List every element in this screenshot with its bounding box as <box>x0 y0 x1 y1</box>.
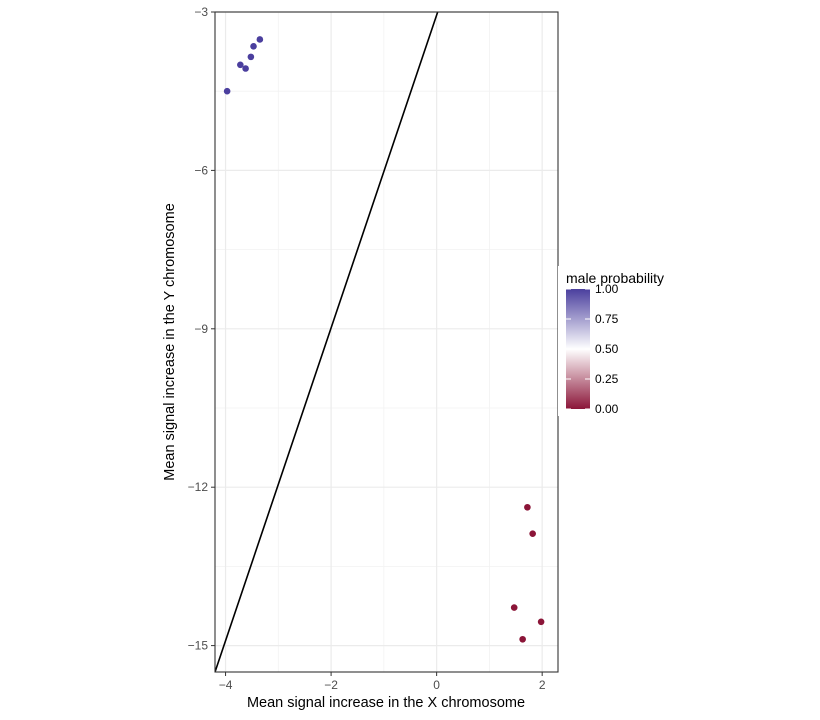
data-point-5 <box>223 87 231 95</box>
x-axis: −4 −2 0 2 <box>219 672 546 692</box>
data-point-9 <box>537 618 545 626</box>
legend-label: 0.00 <box>595 402 619 416</box>
legend-label: 1.00 <box>595 282 619 296</box>
y-tick-label: −3 <box>194 5 208 19</box>
x-tick-label: 0 <box>433 678 440 692</box>
x-tick-label: 2 <box>539 678 546 692</box>
y-axis: −15 −12 −9 −6 −3 <box>188 5 215 653</box>
y-tick-label: −12 <box>188 480 209 494</box>
data-points <box>223 36 545 643</box>
data-point-4 <box>242 65 249 72</box>
legend-ticks: 1.00 0.75 0.50 0.25 0.00 <box>566 282 619 416</box>
data-point-1 <box>250 43 257 50</box>
legend-label: 0.50 <box>595 342 619 356</box>
y-axis-title: Mean signal increase in the Y chromosome <box>162 203 178 481</box>
decision-line <box>215 12 439 672</box>
x-tick-label: −2 <box>324 678 338 692</box>
data-point-3 <box>237 61 244 69</box>
decision-line-group <box>215 12 439 672</box>
legend-label: 0.25 <box>595 372 619 386</box>
legend-label: 0.75 <box>595 312 619 326</box>
data-point-10 <box>519 635 526 643</box>
legend-title: male probability <box>566 270 664 286</box>
x-axis-title: Mean signal increase in the X chromosome <box>247 695 525 711</box>
data-point-0 <box>256 36 264 43</box>
y-tick-label: −9 <box>194 322 208 336</box>
data-point-2 <box>247 53 255 61</box>
x-tick-label: −4 <box>219 678 233 692</box>
data-point-8 <box>510 604 518 611</box>
y-tick-label: −15 <box>188 639 209 653</box>
data-point-7 <box>529 530 536 537</box>
data-point-6 <box>524 503 531 511</box>
grid-lines <box>215 11 558 672</box>
plot-panel <box>215 12 558 672</box>
y-tick-label: −6 <box>194 163 208 177</box>
legend: male probability 1.00 0.75 0.50 0.25 0.00 <box>558 266 684 416</box>
